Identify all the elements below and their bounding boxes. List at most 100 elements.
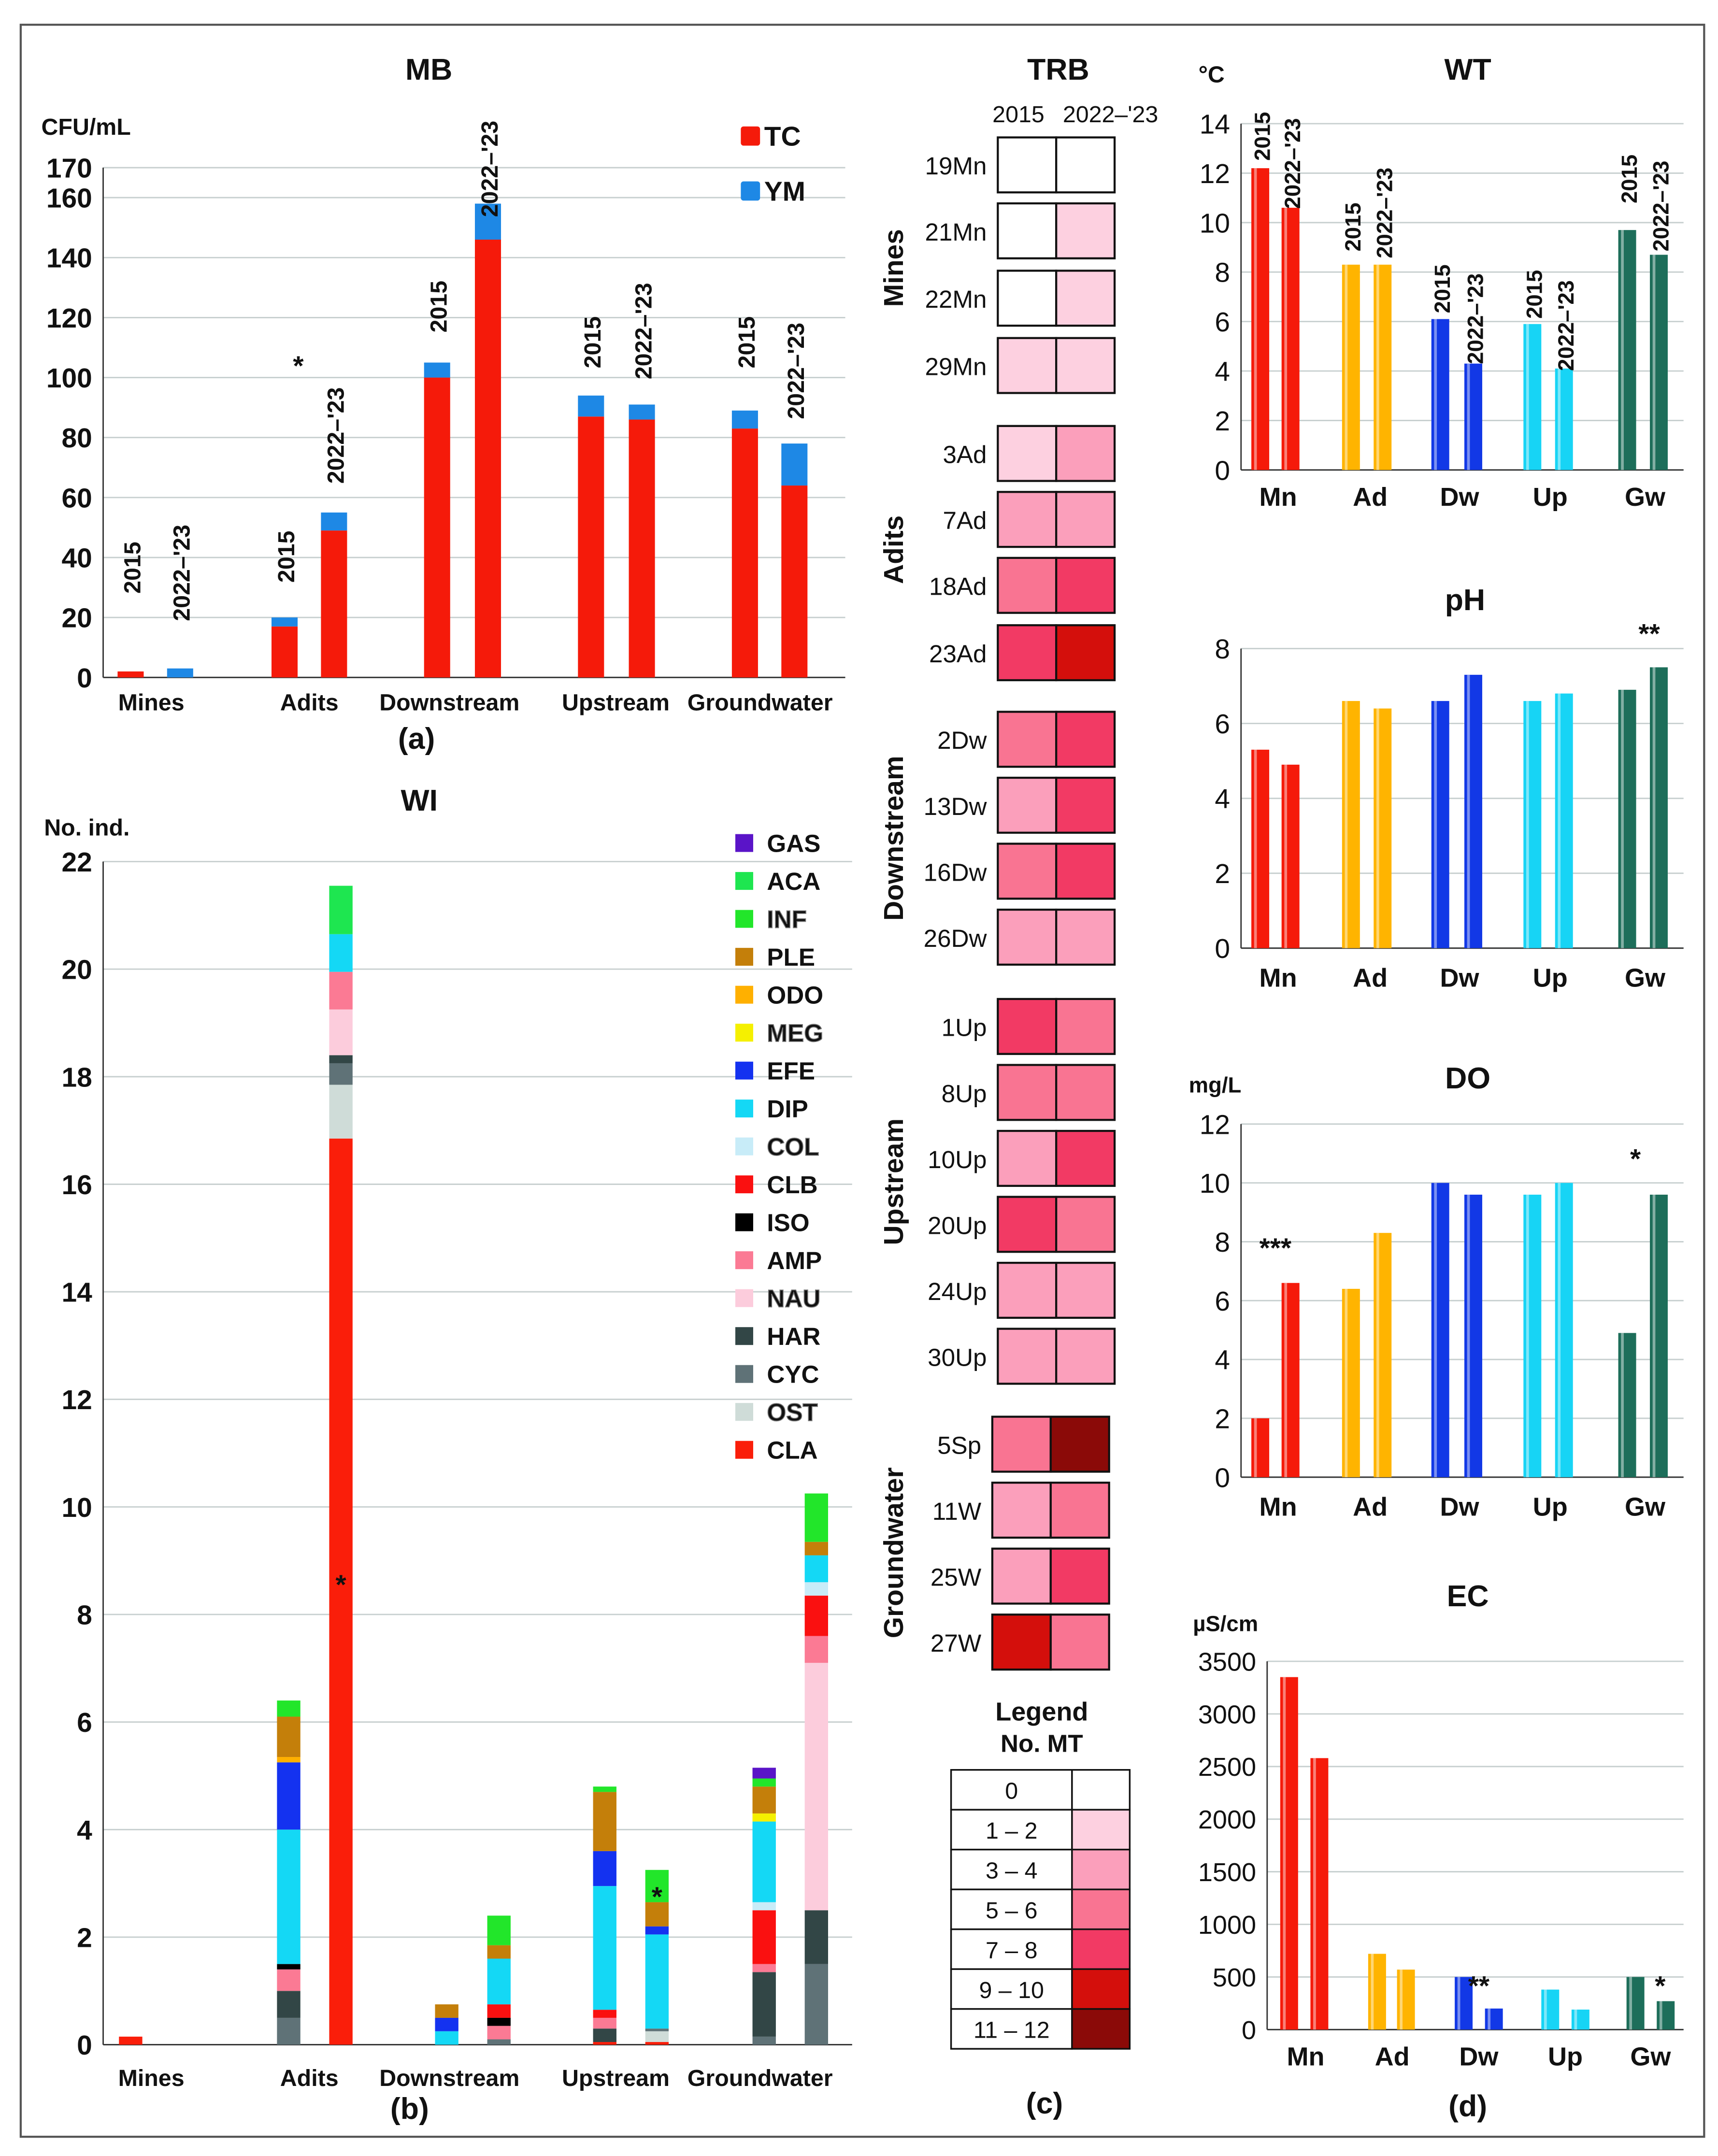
heatmap-cell	[1055, 776, 1116, 834]
category-label: Dw	[1459, 2042, 1499, 2071]
y-tick-label: 1500	[1198, 1858, 1256, 1887]
y-tick-label: 6	[1215, 709, 1230, 740]
legend-color-cell	[1071, 1848, 1131, 1890]
bar-segment-cla	[593, 2042, 616, 2045]
bar-highlight	[1376, 1233, 1379, 1477]
legend-range-label: 7 – 8	[986, 1937, 1038, 1963]
heatmap-cell	[991, 1482, 1052, 1539]
bar-segment-efe	[645, 1926, 669, 1935]
category-label: Gw	[1630, 2042, 1671, 2071]
legend-label-efe: EFE	[767, 1057, 815, 1085]
legend-swatch-aca	[735, 872, 753, 890]
legend-label-ym: YM	[764, 176, 805, 207]
bar-highlight	[1284, 1283, 1288, 1477]
bar-segment-nau	[329, 1009, 353, 1056]
bar-segment-clb	[752, 1910, 776, 1964]
bar-highlight	[1621, 230, 1624, 470]
heatmap-cell	[1055, 202, 1116, 259]
bar-segment-cyc	[752, 2036, 776, 2045]
period-label: 2022–'23	[323, 387, 349, 484]
heatmap-cell	[997, 908, 1058, 966]
bar-highlight	[1526, 324, 1529, 470]
bar-highlight	[1558, 1183, 1561, 1477]
category-label: Adits	[280, 690, 339, 716]
heatmap-cell	[1055, 998, 1116, 1055]
group-label: Groundwater	[879, 1467, 909, 1638]
category-label: Groundwater	[687, 690, 833, 716]
significance-marker: *	[1655, 1971, 1666, 2001]
bar-segment-inf	[487, 1915, 511, 1945]
bar-segment-cyc	[329, 1063, 353, 1085]
heatmap-cell	[1055, 557, 1116, 614]
y-tick-label: 10	[1200, 208, 1230, 239]
period-label: 2015	[119, 542, 145, 594]
y-tick-label: 170	[46, 154, 92, 184]
category-label: Up	[1548, 2042, 1583, 2071]
legend-label-inf: INF	[767, 906, 806, 933]
bar	[1397, 1970, 1415, 2030]
bar-segment-efe	[593, 1851, 616, 1886]
heatmap-cell	[1055, 908, 1116, 966]
bar	[1618, 689, 1636, 948]
period-label: 2022–'23	[783, 323, 809, 419]
bar	[1657, 2001, 1675, 2030]
heatmap-cell	[997, 136, 1058, 194]
heatmap-cell	[997, 202, 1058, 259]
bar-segment-amp	[593, 2017, 616, 2029]
legend-swatch-col	[735, 1137, 753, 1156]
heatmap-cell	[997, 1064, 1058, 1121]
bar-segment-cyc	[804, 1964, 828, 2045]
y-tick-label: 6	[77, 1708, 92, 1738]
category-label: Up	[1533, 1492, 1568, 1521]
legend-color-cell	[1071, 1888, 1131, 1930]
bar	[1485, 2008, 1503, 2030]
y-tick-label: 60	[62, 483, 92, 514]
bar	[1455, 1977, 1473, 2030]
y-tick-label: 22	[62, 847, 92, 878]
legend-color-cell	[1071, 1809, 1131, 1851]
period-label: 2015	[1522, 270, 1547, 319]
y-tick-label: 100	[46, 363, 92, 394]
legend-label-dip: DIP	[767, 1095, 808, 1123]
legend-label-meg: MEG	[767, 1019, 823, 1047]
bar	[1618, 1333, 1636, 1477]
bar-highlight	[1254, 1418, 1257, 1477]
bar-segment-odo	[277, 1757, 301, 1763]
site-label: 19Mn	[925, 152, 987, 180]
site-label: 25W	[931, 1564, 982, 1591]
bar-highlight	[1284, 208, 1288, 470]
bar-segment-tc	[629, 419, 655, 678]
bar-highlight	[1434, 701, 1437, 948]
bar-segment-meg	[752, 1813, 776, 1822]
bar-segment-efe	[277, 1762, 301, 1830]
y-tick-label: 160	[46, 184, 92, 214]
heatmap-cell	[997, 1196, 1058, 1253]
bar-segment-ost	[329, 1085, 353, 1139]
y-tick-label: 3000	[1198, 1700, 1256, 1729]
heatmap-cell	[997, 425, 1058, 482]
bar-segment-inf	[804, 1493, 828, 1542]
bar	[1555, 368, 1573, 470]
y-tick-label: 20	[62, 603, 92, 634]
bar-segment-ost	[645, 2031, 669, 2042]
category-label: Upstream	[562, 690, 670, 716]
bar-highlight	[1371, 1954, 1374, 2030]
legend-label-iso: ISO	[767, 1209, 809, 1237]
category-label: Mn	[1287, 2042, 1324, 2071]
bar-segment-amp	[329, 971, 353, 1010]
category-label: Dw	[1440, 1492, 1480, 1521]
bar-highlight	[1467, 674, 1470, 948]
heatmap-cell	[1055, 491, 1116, 548]
legend-swatch-har	[735, 1327, 753, 1345]
bar-segment-ym	[578, 395, 604, 417]
legend-label-ost: OST	[767, 1399, 817, 1426]
category-label: Mines	[118, 690, 185, 716]
significance-marker: **	[1638, 619, 1660, 649]
bar-segment-dip	[329, 934, 353, 972]
legend-range-cell	[950, 1968, 1073, 2010]
bar-highlight	[1652, 1194, 1656, 1477]
legend-swatch-meg	[735, 1024, 753, 1042]
legend-range-label: 5 – 6	[986, 1898, 1038, 1924]
heatmap-cell	[991, 1415, 1052, 1473]
heatmap-cell	[1049, 1613, 1110, 1671]
